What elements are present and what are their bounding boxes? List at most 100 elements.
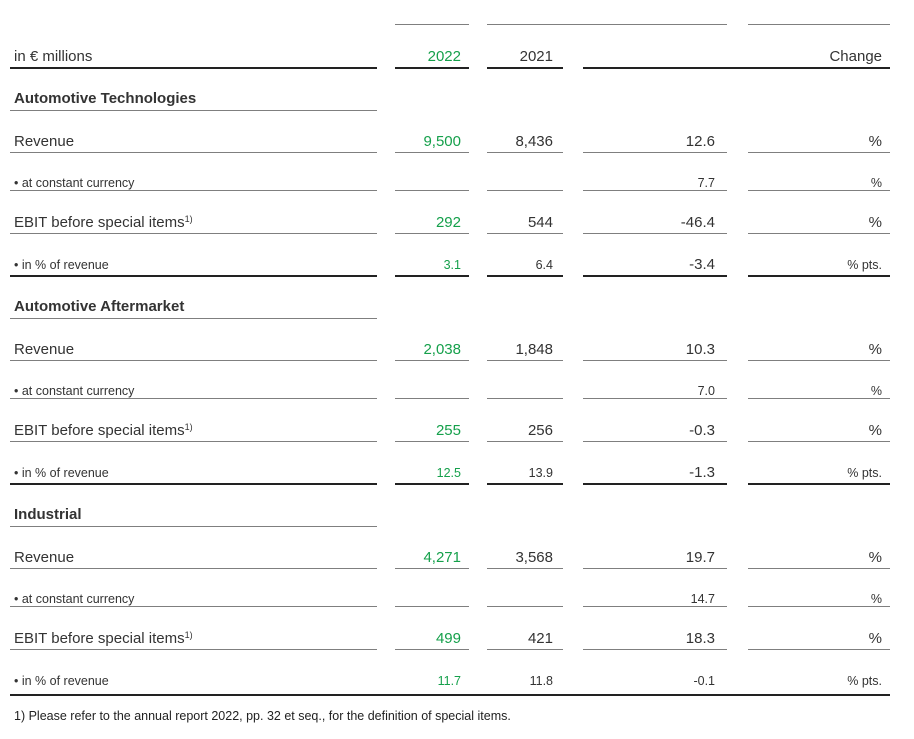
footnote: 1) Please refer to the annual report 202… xyxy=(14,709,511,723)
row-rule-change xyxy=(583,606,727,607)
row-rule-unit xyxy=(748,568,890,569)
row-rule-2022 xyxy=(395,483,469,485)
row-label-text: Revenue xyxy=(14,549,75,566)
row-rule-2022 xyxy=(395,275,469,277)
value-2022: 11.7 xyxy=(437,674,461,688)
change-unit: % xyxy=(868,549,882,566)
value-2022: 292 xyxy=(435,214,461,231)
row-rule-unit xyxy=(748,483,890,485)
row-label: • at constant currency xyxy=(14,592,134,606)
change-unit: % pts. xyxy=(847,258,882,272)
value-2022: 3.1 xyxy=(443,258,461,272)
change-unit: % xyxy=(868,341,882,358)
row-rule-unit xyxy=(748,360,890,361)
footnote-marker: 1) xyxy=(184,214,193,224)
row-rule-change xyxy=(583,649,727,650)
row-label: • in % of revenue xyxy=(14,466,109,480)
value-2022: 2,038 xyxy=(423,341,461,358)
row-rule-2022 xyxy=(395,606,469,607)
row-rule-2022 xyxy=(395,398,469,399)
change-unit: % pts. xyxy=(847,466,882,480)
change-value: -0.3 xyxy=(689,422,715,439)
change-value: 7.0 xyxy=(697,384,715,398)
row-rule-label xyxy=(10,233,377,234)
change-value: -46.4 xyxy=(680,214,715,231)
table-bottom-rule xyxy=(10,694,890,696)
footnote-marker: 1) xyxy=(184,422,193,432)
row-rule-2021 xyxy=(487,483,563,485)
row-label: • in % of revenue xyxy=(14,674,109,688)
header-rule-label xyxy=(10,67,377,69)
change-unit: % xyxy=(868,630,882,647)
row-rule-unit xyxy=(748,152,890,153)
row-rule-label xyxy=(10,152,377,153)
row-label: • at constant currency xyxy=(14,176,134,190)
change-value: -1.3 xyxy=(689,464,715,481)
row-rule-label xyxy=(10,190,377,191)
header-rule-2021 xyxy=(487,67,563,69)
row-rule-2022 xyxy=(395,190,469,191)
value-2021: 1,848 xyxy=(515,341,553,358)
change-value: -0.1 xyxy=(693,674,715,688)
row-label-text: EBIT before special items xyxy=(14,214,185,231)
row-rule-2022 xyxy=(395,568,469,569)
row-rule-2021 xyxy=(487,360,563,361)
value-2022: 4,271 xyxy=(423,549,461,566)
row-rule-unit xyxy=(748,190,890,191)
year-current-header: 2022 xyxy=(427,48,461,65)
row-rule-label xyxy=(10,275,377,277)
row-label-text: • at constant currency xyxy=(14,176,135,190)
row-rule-label xyxy=(10,649,377,650)
row-rule-unit xyxy=(748,649,890,650)
row-rule-2021 xyxy=(487,441,563,442)
row-rule-2022 xyxy=(395,233,469,234)
row-label: Revenue xyxy=(14,133,74,150)
year-prior-header: 2021 xyxy=(519,48,553,65)
row-rule-unit xyxy=(748,398,890,399)
segment-heading: Automotive Aftermarket xyxy=(14,298,185,315)
row-rule-label xyxy=(10,483,377,485)
row-rule-label xyxy=(10,398,377,399)
row-rule-2021 xyxy=(487,568,563,569)
header-top-rule-2021 xyxy=(487,24,727,25)
value-2022: 255 xyxy=(435,422,461,439)
row-label-text: • in % of revenue xyxy=(14,466,109,480)
header-top-rule-change xyxy=(748,24,890,25)
row-rule-2021 xyxy=(487,152,563,153)
row-rule-change xyxy=(583,360,727,361)
header-rule-2022 xyxy=(395,67,469,69)
row-label-text: • in % of revenue xyxy=(14,674,109,688)
row-label-text: Revenue xyxy=(14,341,75,358)
row-rule-unit xyxy=(748,233,890,234)
row-label: EBIT before special items1) xyxy=(14,422,193,439)
row-rule-label xyxy=(10,606,377,607)
row-rule-change xyxy=(583,398,727,399)
change-header: Change xyxy=(829,48,882,65)
change-value: 12.6 xyxy=(685,133,715,150)
row-label-text: • at constant currency xyxy=(14,384,135,398)
row-label: • at constant currency xyxy=(14,384,134,398)
change-unit: % xyxy=(868,214,882,231)
value-2021: 6.4 xyxy=(535,258,553,272)
row-rule-change xyxy=(583,233,727,234)
row-rule-label xyxy=(10,360,377,361)
change-unit: % xyxy=(868,133,882,150)
change-value: 10.3 xyxy=(685,341,715,358)
row-rule-change xyxy=(583,568,727,569)
value-2022: 12.5 xyxy=(436,466,461,480)
value-2021: 11.8 xyxy=(529,674,553,688)
change-unit: % xyxy=(870,592,882,606)
row-label: EBIT before special items1) xyxy=(14,630,193,647)
row-rule-label xyxy=(10,568,377,569)
row-rule-2022 xyxy=(395,152,469,153)
row-label-text: • in % of revenue xyxy=(14,258,109,272)
row-rule-2022 xyxy=(395,649,469,650)
row-label-text: EBIT before special items xyxy=(14,422,185,439)
footnote-marker: 1) xyxy=(184,630,193,640)
value-2022: 499 xyxy=(435,630,461,647)
row-rule-2021 xyxy=(487,606,563,607)
row-rule-2022 xyxy=(395,441,469,442)
row-label: Revenue xyxy=(14,341,74,358)
row-rule-unit xyxy=(748,441,890,442)
